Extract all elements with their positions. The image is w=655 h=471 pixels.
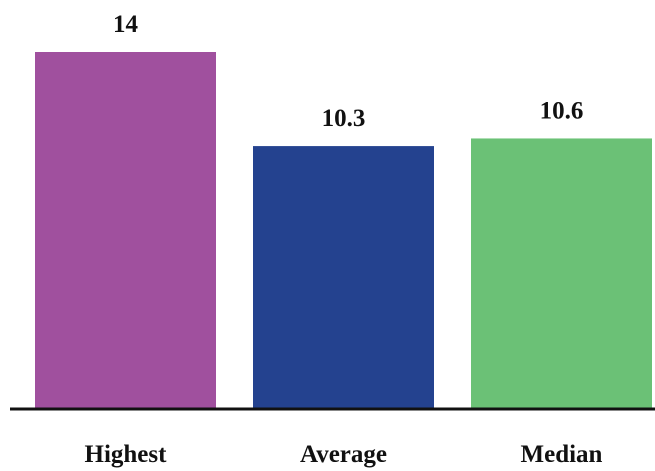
bar-highest: [35, 52, 216, 408]
bar-median: [471, 138, 652, 408]
category-labels-group: Highest Average Median: [85, 441, 603, 468]
category-label-highest: Highest: [85, 441, 168, 468]
bars-group: [35, 52, 652, 409]
category-label-median: Median: [521, 441, 603, 468]
value-labels-group: 14 10.3 10.6: [113, 11, 583, 132]
value-label-highest: 14: [113, 11, 139, 38]
value-label-average: 10.3: [322, 105, 366, 132]
bar-average: [253, 146, 434, 409]
value-label-median: 10.6: [540, 97, 584, 124]
category-label-average: Average: [300, 441, 387, 468]
